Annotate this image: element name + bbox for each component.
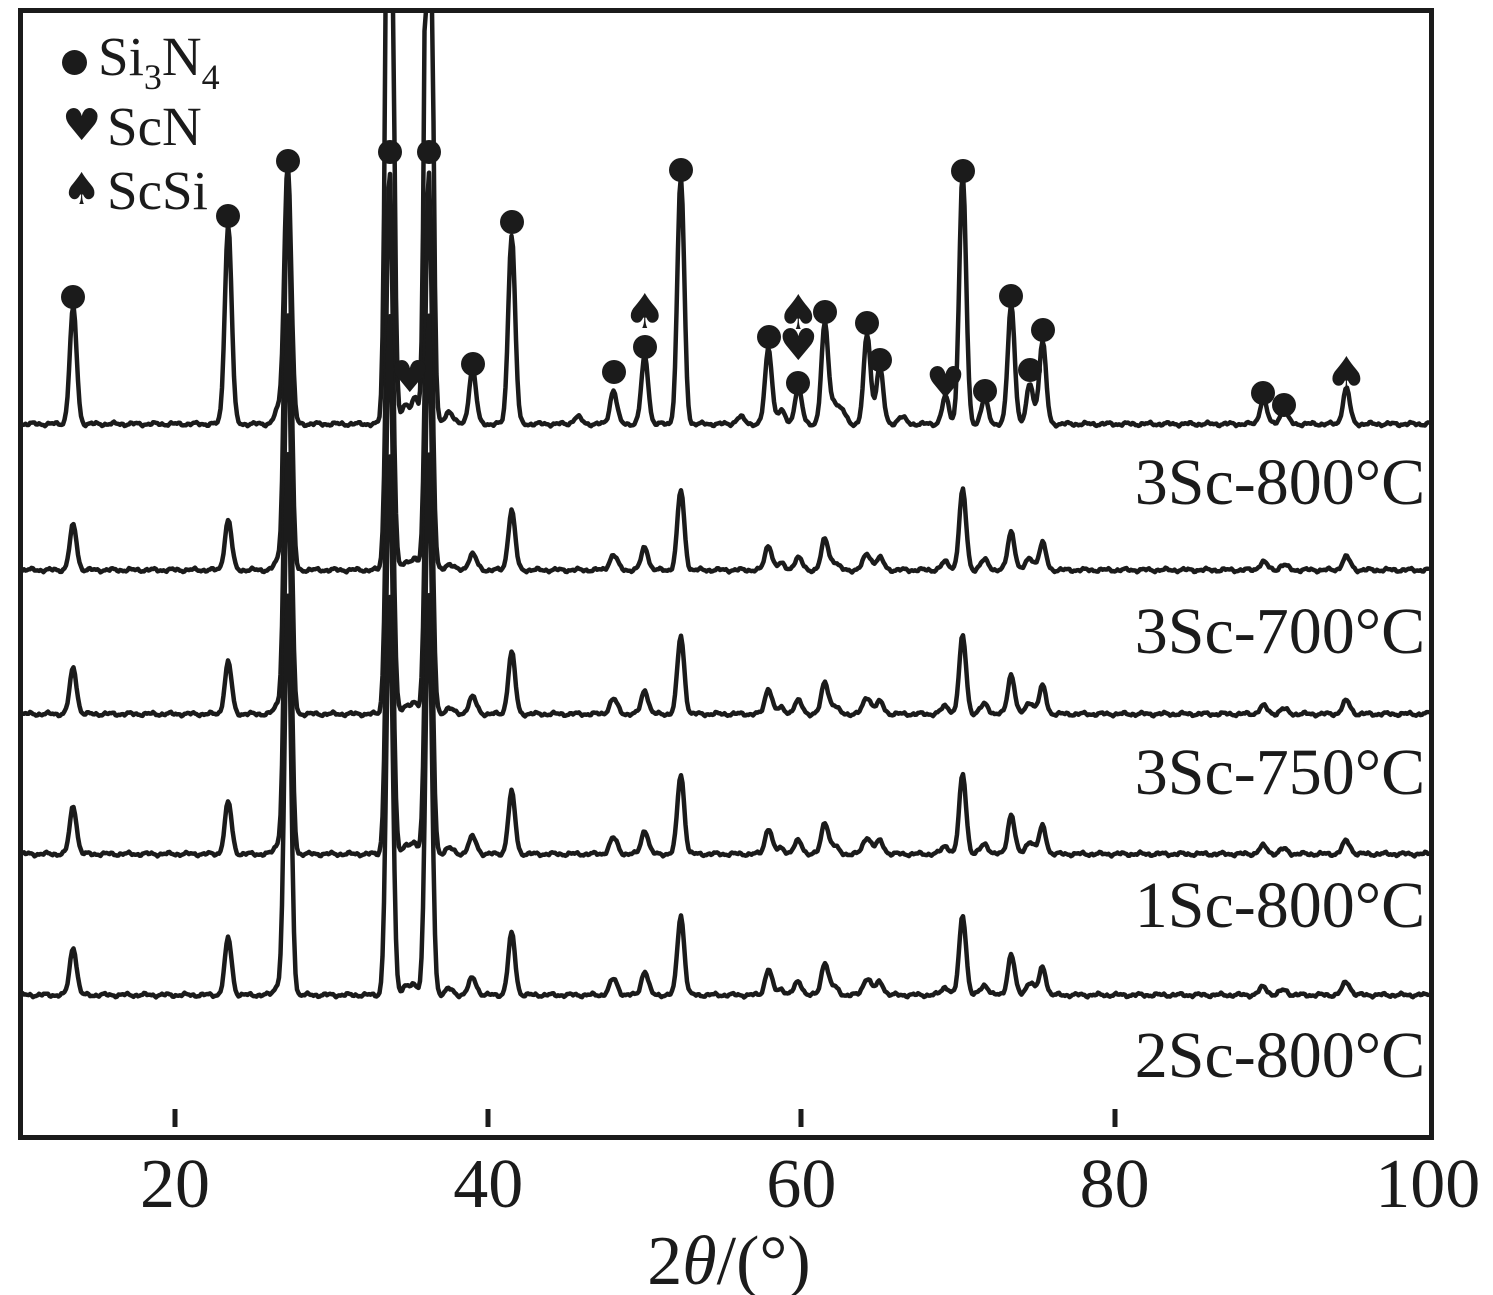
si3n4-marker-icon	[756, 325, 781, 349]
x-tick-label: 40	[453, 1146, 524, 1223]
legend-label-scn: ScN	[107, 95, 202, 157]
scn-marker-icon: ♥	[778, 320, 819, 371]
si3n4-marker-icon	[601, 360, 626, 384]
legend-label-si3n4: Si3N4	[98, 26, 220, 97]
xrd-trace	[18, 451, 1431, 859]
scn-marker-icon: ♥	[925, 358, 966, 409]
legend: Si3N4 ♥ ScN ♠ ScSi	[62, 26, 220, 222]
legend-item-scn: ♥ ScN	[62, 94, 220, 158]
scn-heart-icon: ♥	[62, 100, 102, 151]
si3n4-marker-icon	[867, 348, 892, 372]
si3n4-marker-icon	[668, 158, 693, 182]
xrd-trace	[18, 8, 1431, 429]
x-axis-tick	[172, 1109, 178, 1127]
si3n4-marker-icon	[972, 379, 997, 403]
si3n4-marker-icon	[632, 335, 657, 359]
x-axis-tick	[485, 1109, 491, 1127]
x-axis-title: 2θ/(°)	[647, 1223, 811, 1295]
trace-label: 3Sc-700°C	[1134, 595, 1426, 668]
scsi-marker-icon: ♠	[623, 284, 667, 340]
legend-label-scsi: ScSi	[107, 159, 208, 221]
x-axis-tick	[798, 1109, 804, 1127]
si3n4-marker-icon	[216, 204, 241, 228]
x-tick-label: 20	[140, 1146, 210, 1223]
scsi-marker-icon: ♠	[1324, 347, 1368, 403]
si3n4-marker-icon	[1030, 318, 1055, 342]
trace-label: 3Sc-800°C	[1134, 446, 1426, 519]
scn-marker-icon: ♥	[390, 352, 430, 403]
si3n4-marker-icon	[1018, 358, 1042, 382]
xrd-traces	[18, 8, 1431, 1000]
trace-label: 1Sc-800°C	[1134, 869, 1426, 942]
xrd-trace	[18, 169, 1431, 575]
si3n4-marker-icon	[61, 285, 86, 309]
x-tick-label: 100	[1375, 1146, 1481, 1223]
scsi-spade-icon: ♠	[62, 164, 102, 215]
x-axis-tick	[1112, 1109, 1118, 1127]
si3n4-marker-icon	[1271, 393, 1296, 417]
xrd-trace	[18, 313, 1431, 719]
si3n4-circle-icon	[62, 49, 87, 75]
si3n4-marker-icon	[812, 300, 837, 324]
si3n4-marker-icon	[275, 149, 300, 173]
x-tick-label: 80	[1079, 1146, 1150, 1223]
plot-area: Si3N4 ♥ ScN ♠ ScSi ♥ ♠ ♠ ♥ ♥ ♠ 3Sc-800°C 3Sc-…	[18, 8, 1434, 1140]
si3n4-marker-icon	[999, 284, 1024, 308]
x-tick-label: 60	[766, 1146, 837, 1223]
scsi-marker-icon: ♠	[776, 285, 820, 341]
trace-label: 3Sc-750°C	[1134, 736, 1426, 809]
si3n4-marker-icon	[950, 159, 975, 183]
si3n4-marker-icon	[377, 140, 402, 164]
xrd-trace	[18, 592, 1431, 1000]
si3n4-marker-icon	[1251, 381, 1276, 405]
si3n4-marker-icon	[855, 311, 880, 335]
legend-item-si3n4: Si3N4	[62, 26, 220, 97]
si3n4-marker-icon	[786, 371, 811, 395]
si3n4-marker-icon	[499, 210, 524, 234]
trace-label: 2Sc-800°C	[1134, 1019, 1426, 1092]
legend-item-scsi: ♠ ScSi	[62, 158, 220, 222]
si3n4-marker-icon	[460, 352, 485, 376]
si3n4-marker-icon	[416, 140, 441, 164]
